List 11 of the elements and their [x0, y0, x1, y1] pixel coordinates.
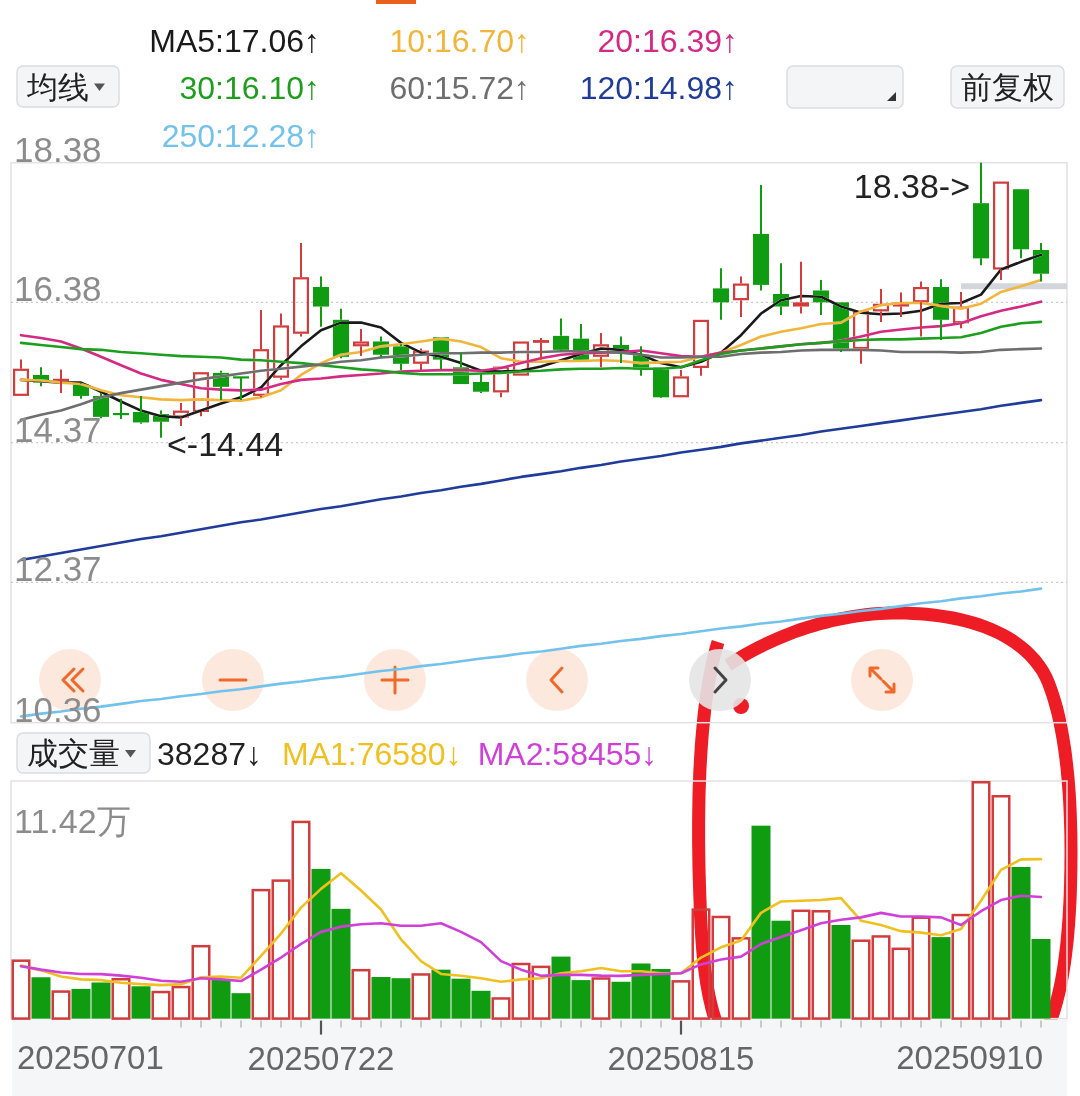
annotation: 11.42万	[14, 802, 131, 840]
annotation: 20250910	[896, 1039, 1043, 1076]
annotation: 20250701	[17, 1039, 164, 1076]
legend-title: 均线	[26, 69, 89, 105]
legend-title: 成交量	[27, 736, 120, 771]
button: 均线	[16, 65, 120, 108]
annotation: <-14.44	[167, 425, 284, 463]
annotation: 38287↓	[157, 736, 262, 772]
annotation: 18.38->	[853, 167, 970, 205]
button: 前复权	[950, 65, 1065, 109]
button: 成交量	[16, 732, 151, 774]
